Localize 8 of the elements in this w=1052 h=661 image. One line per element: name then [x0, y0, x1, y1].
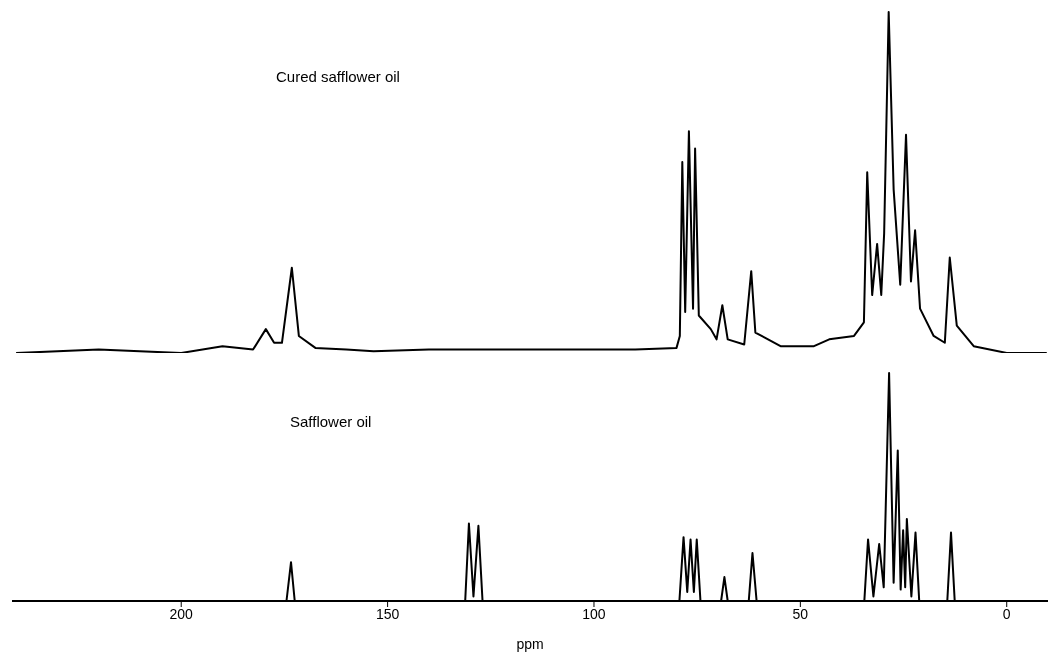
- x-tick-label: 150: [375, 605, 400, 622]
- x-tick-label: 0: [1002, 605, 1011, 622]
- x-tick-label: 100: [582, 605, 606, 622]
- x-axis-title: ppm: [516, 636, 544, 652]
- x-tick-label: 50: [792, 605, 809, 622]
- x-tick-label: 200: [169, 605, 194, 622]
- text: Cured safflower oil: [276, 68, 400, 85]
- text: Safflower oil: [290, 413, 372, 430]
